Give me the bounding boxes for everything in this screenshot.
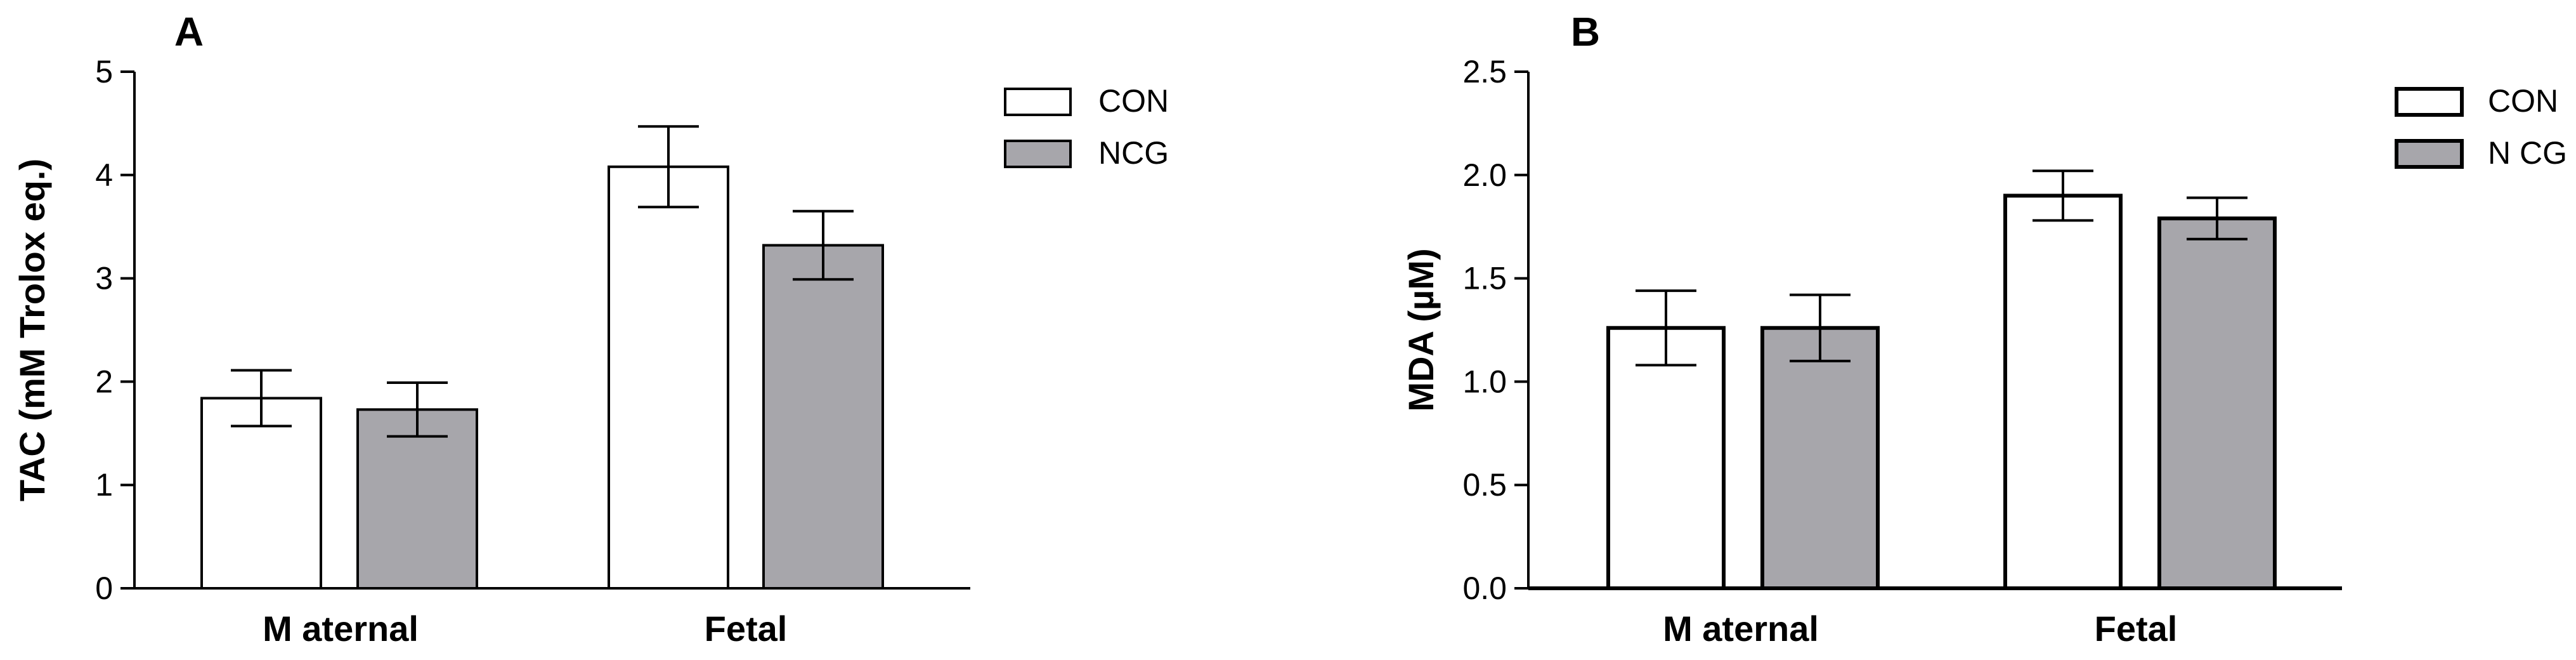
- panel-label: B: [1571, 9, 1600, 55]
- y-tick-label: 0: [95, 571, 113, 606]
- y-tick-label: 0.0: [1462, 571, 1507, 606]
- y-tick-label: 0.5: [1462, 467, 1507, 503]
- x-tick-label: Fetal: [2095, 609, 2178, 649]
- bar: [2003, 194, 2123, 590]
- y-tick-label: 2: [95, 364, 113, 399]
- y-tick-label: 3: [95, 261, 113, 296]
- legend-swatch: [2395, 139, 2464, 169]
- bar: [356, 408, 478, 590]
- y-tick-label: 1.5: [1462, 261, 1507, 296]
- y-tick-label: 2.5: [1462, 54, 1507, 89]
- bar: [200, 397, 322, 590]
- legend-swatch: [1004, 140, 1072, 168]
- bar: [1760, 326, 1880, 591]
- bar: [1606, 326, 1726, 591]
- y-tick-label: 1: [95, 467, 113, 503]
- x-tick-label: Fetal: [705, 609, 788, 649]
- legend-swatch: [1004, 88, 1072, 116]
- y-tick-label: 1.0: [1462, 364, 1507, 399]
- legend-label: N CG: [2488, 135, 2567, 171]
- legend-label: CON: [1098, 83, 1169, 119]
- bar: [762, 244, 884, 590]
- legend-label: CON: [2488, 83, 2558, 119]
- y-tick-label: 2.0: [1462, 157, 1507, 193]
- y-tick-label: 4: [95, 157, 113, 193]
- panel-label: A: [174, 9, 204, 55]
- legend-label: NCG: [1098, 135, 1169, 171]
- y-tick-label: 5: [95, 54, 113, 89]
- bar: [608, 165, 729, 590]
- chart-panel-B: B MDA (µM) 0.0 0.5 1.0 1.5 2.0 2.5 M aternal Feta…: [1401, 9, 2567, 649]
- legend-swatch: [2395, 87, 2464, 117]
- x-tick-label: M aternal: [1663, 609, 1819, 649]
- x-tick-label: M aternal: [263, 609, 419, 649]
- y-axis-label: MDA (µM): [1401, 248, 1441, 411]
- y-axis-label: TAC (mM Trolox eq.): [12, 159, 52, 501]
- bar: [2157, 216, 2277, 590]
- chart-panel-A: A TAC (mM Trolox eq.) 0 1 2 3 4 5 M aternal Fetal…: [12, 9, 1169, 649]
